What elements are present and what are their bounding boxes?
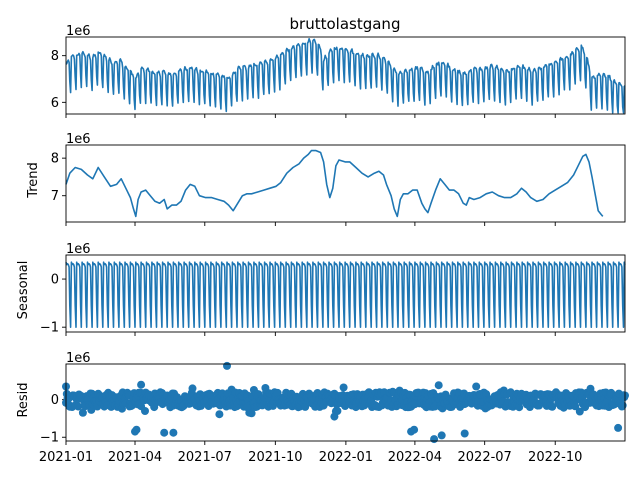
resid-point — [74, 402, 83, 411]
resid-point — [137, 380, 146, 389]
axes-frame-trend — [65, 144, 626, 223]
series-line-seasonal — [65, 261, 626, 329]
offset-label-observed: 1e6 — [66, 24, 91, 39]
resid-point — [141, 407, 149, 415]
resid-point — [614, 423, 623, 432]
ylabel-seasonal: Seasonal — [16, 261, 31, 320]
resid-point — [460, 429, 469, 438]
xtick-label: 2021-10 — [248, 450, 302, 465]
resid-point — [247, 409, 256, 418]
ytick-label-resid: −1 — [40, 431, 59, 446]
ytick-label-observed: 6 — [51, 96, 59, 111]
resid-point — [434, 381, 443, 390]
ytick-label-trend: 8 — [51, 152, 59, 167]
xtick-label: 2021-07 — [178, 450, 232, 465]
xtick-label: 2022-01 — [319, 450, 373, 465]
resid-point — [169, 428, 178, 437]
resid-point — [273, 388, 282, 397]
series-line-observed — [65, 37, 626, 114]
offset-label-resid: 1e6 — [66, 351, 91, 366]
offset-label-trend: 1e6 — [66, 132, 91, 147]
series-line-trend — [65, 149, 604, 218]
ylabel-trend: Trend — [26, 162, 41, 199]
panel-seasonal: 0 −1 — [40, 254, 626, 336]
resid-point — [339, 383, 348, 392]
ytick-label-seasonal: 0 — [51, 273, 59, 288]
xtick-label: 2022-10 — [528, 450, 582, 465]
resid-point — [548, 402, 557, 411]
xtick-label: 2021-01 — [39, 450, 93, 465]
resid-point — [215, 410, 224, 419]
panel-observed: 68 — [51, 36, 626, 118]
resid-point — [223, 361, 231, 370]
resid-point — [515, 403, 524, 412]
axes-frame-seasonal — [65, 254, 626, 333]
xtick-label: 2022-04 — [388, 450, 442, 465]
ytick-label-seasonal: −1 — [40, 321, 59, 336]
ytick-label-observed: 8 — [51, 49, 59, 64]
axes-frame-resid — [65, 363, 626, 442]
resid-point — [571, 402, 580, 411]
axes-frame-observed — [65, 36, 626, 115]
resid-point — [618, 401, 627, 410]
ylabel-resid: Resid — [16, 382, 31, 417]
resid-point — [78, 408, 87, 417]
panel-resid: 0 −1 2021-01 2021-04 2021-07 2021-10 2022-01 20… — [39, 361, 629, 465]
resid-point — [188, 384, 197, 393]
resid-point — [301, 402, 310, 411]
ytick-label-trend: 7 — [51, 189, 59, 204]
xtick-label: 2022-07 — [458, 450, 512, 465]
resid-point — [437, 431, 446, 440]
xtick-label: 2021-04 — [108, 450, 162, 465]
resid-point — [422, 403, 431, 412]
resid-point — [472, 382, 481, 391]
ytick-label-resid: 0 — [51, 393, 59, 408]
resid-point — [132, 425, 141, 434]
offset-label-seasonal: 1e6 — [66, 242, 91, 257]
resid-point — [410, 425, 419, 434]
resid-point — [243, 403, 251, 412]
resid-point — [160, 428, 169, 437]
resid-point — [430, 435, 439, 444]
resid-point — [575, 407, 584, 416]
resid-point — [333, 407, 342, 415]
panel-trend: 78 — [51, 144, 626, 226]
chart-title: bruttolastgang — [290, 15, 401, 33]
